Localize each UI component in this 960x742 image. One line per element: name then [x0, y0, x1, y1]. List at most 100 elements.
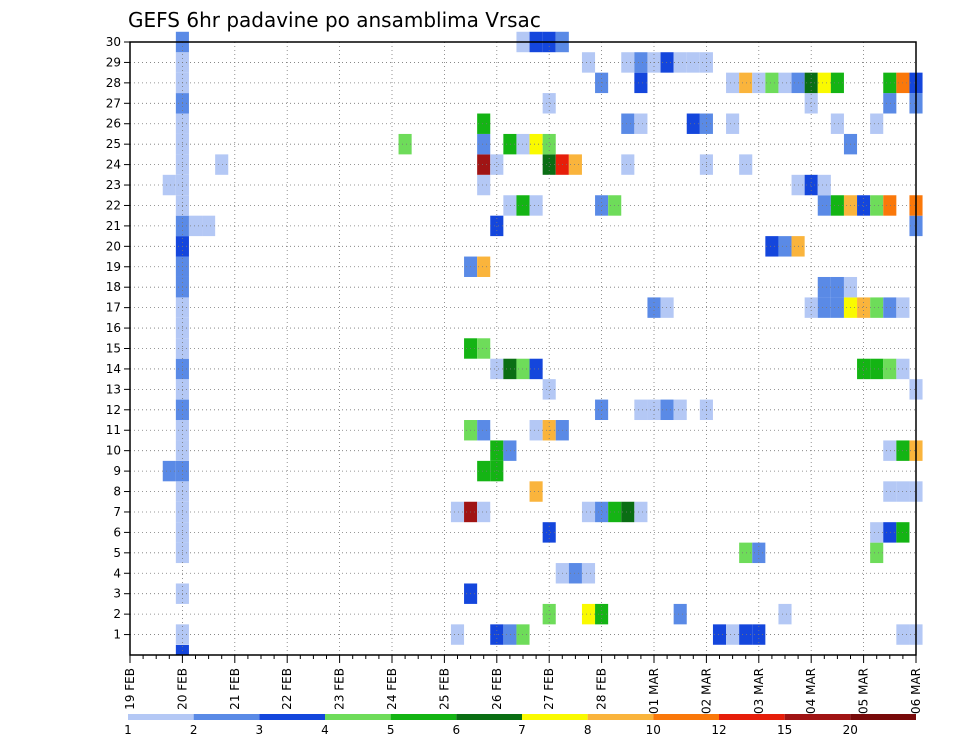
heat-cell [621, 52, 635, 73]
heat-cell [726, 113, 740, 134]
heat-cell [857, 297, 871, 318]
heat-cell [634, 113, 648, 134]
heat-cell [883, 93, 897, 114]
colorbar-swatch [719, 714, 785, 720]
colorbar-label: 4 [321, 723, 329, 737]
colorbar-label: 10 [646, 723, 661, 737]
heat-cell [765, 236, 779, 257]
y-tick-label: 7 [113, 505, 121, 519]
colorbar-swatch [587, 714, 654, 720]
y-tick-label: 8 [113, 485, 121, 499]
colorbar-label: 15 [777, 723, 792, 737]
heat-cell [529, 133, 543, 155]
colorbar-label: 12 [711, 723, 726, 737]
colorbar-swatch [850, 714, 916, 720]
heat-cell [542, 522, 556, 543]
colorbar-label: 1 [124, 723, 132, 737]
heat-cell [765, 72, 779, 94]
colorbar-label: 2 [190, 723, 198, 737]
y-tick-label: 14 [106, 362, 121, 376]
heat-cell [870, 358, 884, 380]
y-tick-label: 27 [106, 96, 121, 110]
y-tick-label: 16 [106, 321, 121, 335]
heat-cell [621, 501, 635, 523]
heat-cell [477, 420, 491, 441]
heat-cell [477, 154, 491, 175]
tick-labels-layer: 1234567891011121314151617181920212223242… [106, 35, 923, 714]
x-tick-label: 01 MAR [647, 668, 661, 714]
heat-cell [726, 72, 740, 94]
heat-cell [830, 195, 844, 216]
heat-cell [621, 154, 635, 175]
heat-cell [503, 133, 517, 155]
x-tick-label: 19 FEB [123, 668, 137, 710]
heat-cell [830, 113, 844, 134]
x-tick-label: 21 FEB [228, 668, 242, 710]
y-tick-label: 19 [106, 260, 121, 274]
heat-cell [477, 133, 491, 155]
heat-cell [398, 133, 412, 155]
colorbar-swatch [325, 714, 391, 720]
y-tick-label: 3 [113, 587, 121, 601]
heat-cell [621, 113, 635, 134]
heat-cell [581, 563, 596, 584]
y-tick-label: 17 [106, 301, 121, 315]
heat-cell [529, 420, 543, 441]
heat-cell [712, 624, 727, 645]
y-tick-label: 18 [106, 280, 121, 294]
y-tick-label: 13 [106, 382, 121, 396]
heat-cell [673, 603, 687, 625]
colorbar-swatch [653, 714, 719, 720]
heat-cell [595, 195, 609, 216]
colorbar: 1 2 3 4 5 6 7 8 10 12 15 20 [124, 714, 916, 737]
heat-cell [870, 113, 884, 134]
y-tick-label: 26 [106, 117, 121, 131]
colorbar-label: 8 [584, 723, 592, 737]
heat-cell [202, 215, 216, 237]
heat-cell [778, 72, 792, 94]
y-tick-label: 25 [106, 137, 121, 151]
y-tick-label: 29 [106, 55, 121, 69]
heat-cell [450, 501, 465, 523]
x-tick-label: 04 MAR [804, 668, 818, 714]
y-tick-label: 4 [113, 566, 121, 580]
heat-cell [739, 542, 753, 564]
heat-cell [830, 297, 844, 318]
heat-cell [477, 256, 491, 277]
colorbar-swatch [390, 714, 457, 720]
heat-cell [883, 481, 897, 502]
heat-cell [634, 501, 648, 523]
x-tick-label: 22 FEB [280, 668, 294, 710]
heat-cell [739, 72, 753, 94]
y-tick-label: 24 [106, 158, 121, 172]
colorbar-label: 6 [452, 723, 460, 737]
heat-cell [162, 174, 176, 196]
heat-cell [595, 501, 609, 523]
x-tick-label: 23 FEB [333, 668, 347, 710]
colorbar-swatch [456, 714, 522, 720]
heat-cell [490, 215, 504, 237]
heat-cell [634, 72, 648, 94]
y-tick-label: 28 [106, 76, 121, 90]
heat-cell [778, 603, 792, 625]
heat-cell [581, 52, 596, 73]
y-tick-label: 5 [113, 546, 121, 560]
heat-cell [634, 399, 648, 421]
heat-cell [817, 195, 831, 216]
heat-cell [817, 297, 831, 318]
heat-cell [581, 501, 596, 523]
heat-cell [503, 440, 517, 461]
colorbar-label: 20 [843, 723, 858, 737]
heat-cell [686, 113, 700, 134]
axes-layer [124, 41, 917, 663]
heat-cell [542, 93, 556, 114]
heat-cell [542, 154, 556, 175]
y-tick-label: 6 [113, 525, 121, 539]
heat-cell [660, 399, 674, 421]
x-tick-label: 03 MAR [752, 668, 766, 714]
colorbar-swatch [522, 714, 588, 720]
y-tick-label: 12 [106, 403, 121, 417]
heat-cell [490, 154, 504, 175]
heat-cell [581, 603, 596, 625]
